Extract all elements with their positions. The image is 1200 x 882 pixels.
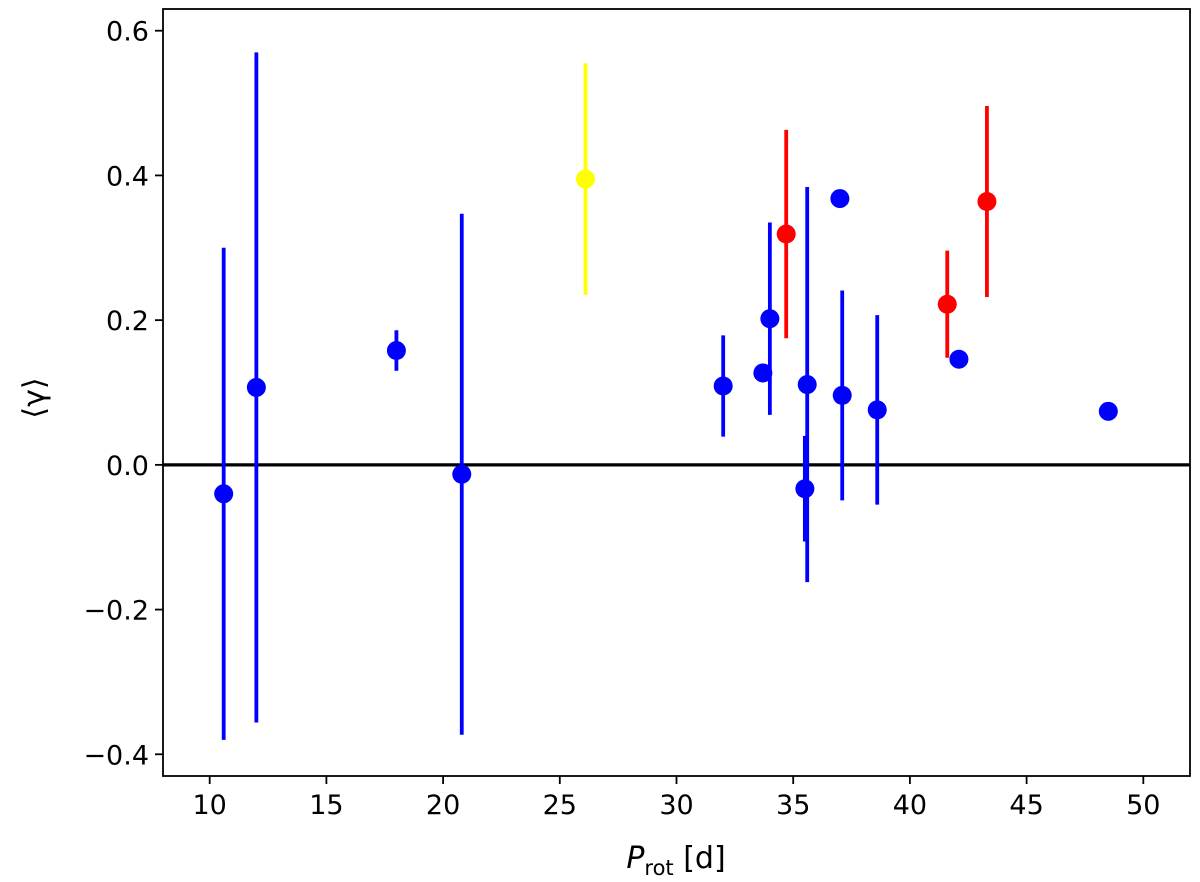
x-axis-label: Prot [d]	[626, 841, 725, 880]
x-tick-label-25: 25	[543, 790, 577, 821]
data-point-7	[753, 363, 773, 383]
plot-area	[163, 52, 1190, 740]
x-tick-label-15: 15	[309, 790, 343, 821]
data-point-15	[937, 294, 957, 314]
data-point-18	[1098, 401, 1118, 421]
data-point-14	[867, 400, 887, 420]
x-axis-label-main: P	[626, 841, 645, 876]
y-tick-label-2: 0.0	[106, 451, 149, 482]
data-point-10	[795, 479, 815, 499]
data-point-16	[949, 349, 969, 369]
y-tick-label-5: 0.6	[106, 17, 149, 48]
data-point-11	[797, 375, 817, 395]
data-point-9	[776, 224, 796, 244]
plot-frame	[162, 8, 1191, 777]
y-axis-label: ⟨γ⟩	[17, 377, 52, 418]
data-point-17	[977, 191, 997, 211]
x-tick-label-35: 35	[776, 790, 810, 821]
x-tick-label-20: 20	[426, 790, 460, 821]
y-tick-label-1: −0.2	[83, 596, 149, 627]
data-point-8	[760, 309, 780, 329]
x-axis-label-sub: rot	[644, 856, 673, 880]
y-tick-label-3: 0.2	[106, 306, 149, 337]
x-axis-label-unit: [d]	[674, 841, 726, 876]
data-point-4	[452, 464, 472, 484]
axes: 10 15 20 25 30 35 40 45 50 −0.4 −0.2 0.0 0.2 0.4 0.6	[83, 8, 1191, 821]
x-tick-label-50: 50	[1126, 790, 1160, 821]
y-tick-label-0: −0.4	[83, 740, 149, 771]
data-point-5	[575, 169, 595, 189]
y-tick-label-4: 0.4	[106, 161, 149, 192]
x-tick-label-40: 40	[893, 790, 927, 821]
x-tick-label-30: 30	[659, 790, 693, 821]
data-point-13	[832, 385, 852, 405]
data-point-1	[214, 484, 234, 504]
data-point-6	[713, 376, 733, 396]
x-tick-label-10: 10	[193, 790, 227, 821]
data-point-3	[386, 341, 406, 361]
x-tick-label-45: 45	[1009, 790, 1043, 821]
data-point-12	[830, 189, 850, 209]
data-point-2	[246, 377, 266, 397]
